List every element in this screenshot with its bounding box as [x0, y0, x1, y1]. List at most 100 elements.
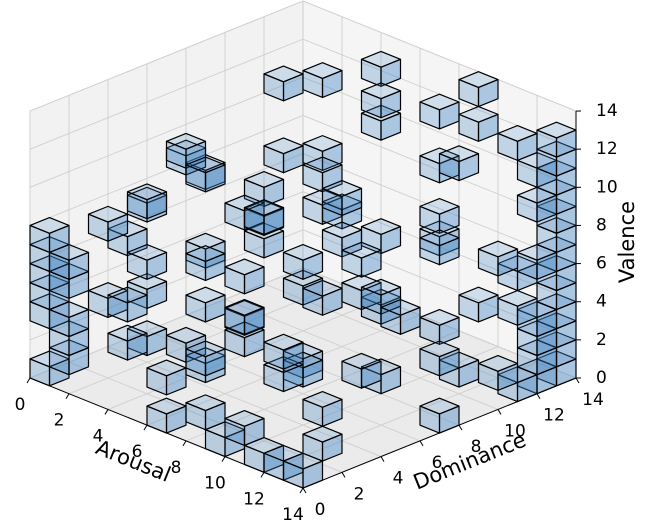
voxel	[438, 145, 480, 182]
voxel-face	[185, 286, 226, 304]
voxel-face	[438, 145, 480, 163]
voxel-face	[380, 298, 421, 316]
voxel	[302, 279, 343, 316]
voxel-face	[263, 137, 304, 155]
y-tick-label: 14	[582, 390, 604, 410]
tick-mark	[380, 456, 385, 462]
grid-line	[29, 267, 304, 379]
voxel-face	[360, 278, 402, 296]
voxel-face	[107, 286, 148, 304]
y-tick-label: 4	[393, 469, 404, 489]
voxel-face	[107, 324, 148, 342]
voxel	[146, 359, 187, 396]
voxel	[380, 298, 421, 335]
voxel-face	[224, 298, 265, 316]
voxel	[87, 205, 129, 242]
voxel-face	[185, 156, 226, 174]
voxel	[126, 273, 168, 310]
z-tick-label: 0	[596, 368, 607, 388]
grid-line	[302, 267, 577, 379]
voxel-face	[419, 229, 460, 247]
voxel	[321, 221, 363, 258]
voxel-face	[419, 340, 460, 358]
tick-mark	[260, 472, 265, 478]
voxel-face	[419, 308, 460, 326]
voxel	[302, 135, 343, 172]
voxel	[341, 352, 382, 389]
axis-line	[302, 377, 577, 489]
tick-mark	[458, 424, 463, 431]
y-tick-label: 6	[432, 453, 443, 473]
tick-mark	[26, 377, 31, 384]
y-tick-label: 2	[354, 484, 365, 504]
voxel	[243, 199, 285, 236]
tick-mark	[182, 440, 187, 447]
voxel	[497, 124, 538, 161]
voxel	[204, 421, 246, 458]
voxel	[458, 71, 499, 108]
voxels	[29, 50, 577, 489]
tick-mark	[302, 487, 307, 494]
voxel	[302, 156, 343, 193]
voxel-face	[302, 135, 343, 152]
grid-line	[302, 76, 577, 188]
z-axis-label: Valence	[615, 201, 639, 283]
y-tick-label: 10	[504, 421, 526, 441]
tick-mark	[299, 487, 304, 494]
z-tick-label: 12	[596, 139, 618, 159]
voxel	[185, 156, 226, 193]
voxel	[419, 340, 460, 377]
y-tick-label: 12	[543, 406, 565, 426]
voxel	[321, 180, 363, 216]
voxel	[243, 170, 285, 207]
voxel-face	[224, 194, 265, 212]
z-tick-label: 10	[596, 177, 618, 197]
voxel-face	[477, 354, 519, 372]
voxel-face	[165, 326, 207, 344]
voxel-face	[165, 132, 207, 150]
voxel-face	[341, 274, 382, 292]
voxel-face	[321, 180, 363, 197]
x-tick-label: 14	[282, 505, 304, 525]
voxel-face	[224, 410, 265, 427]
grid-line	[29, 0, 304, 112]
voxel	[477, 240, 519, 277]
x-tick-label: 4	[93, 426, 104, 446]
voxel-face	[477, 240, 519, 258]
voxel-face	[458, 71, 499, 89]
grid-line	[224, 298, 499, 410]
z-tick-label: 2	[596, 330, 607, 350]
grid-line	[29, 38, 304, 150]
tick-mark	[143, 424, 148, 431]
voxel	[536, 121, 577, 158]
tick-mark	[341, 472, 346, 478]
voxel-face	[302, 390, 343, 408]
tick-mark	[221, 456, 226, 462]
voxel	[185, 245, 226, 282]
voxel-face	[302, 62, 343, 80]
z-tick-label: 4	[596, 292, 607, 312]
tick-mark	[575, 377, 580, 384]
grid-line	[302, 153, 577, 264]
voxel	[263, 333, 304, 370]
voxel-face	[126, 243, 168, 261]
voxel-face	[185, 394, 226, 412]
z-tick-label: 14	[596, 101, 618, 121]
voxel-face	[224, 258, 265, 276]
voxel-face	[126, 183, 168, 201]
voxel	[458, 105, 499, 142]
voxel	[360, 82, 402, 119]
voxel-face	[497, 289, 538, 307]
voxel-face	[360, 82, 402, 100]
z-tick-label: 8	[596, 215, 607, 235]
voxel	[497, 289, 538, 326]
voxel-face	[419, 197, 460, 215]
voxel-face	[302, 425, 343, 443]
voxel	[419, 308, 460, 345]
voxel	[360, 278, 402, 315]
tick-mark	[419, 440, 424, 447]
grid-line	[185, 330, 460, 442]
voxel-face	[419, 93, 460, 111]
voxel	[185, 394, 226, 431]
